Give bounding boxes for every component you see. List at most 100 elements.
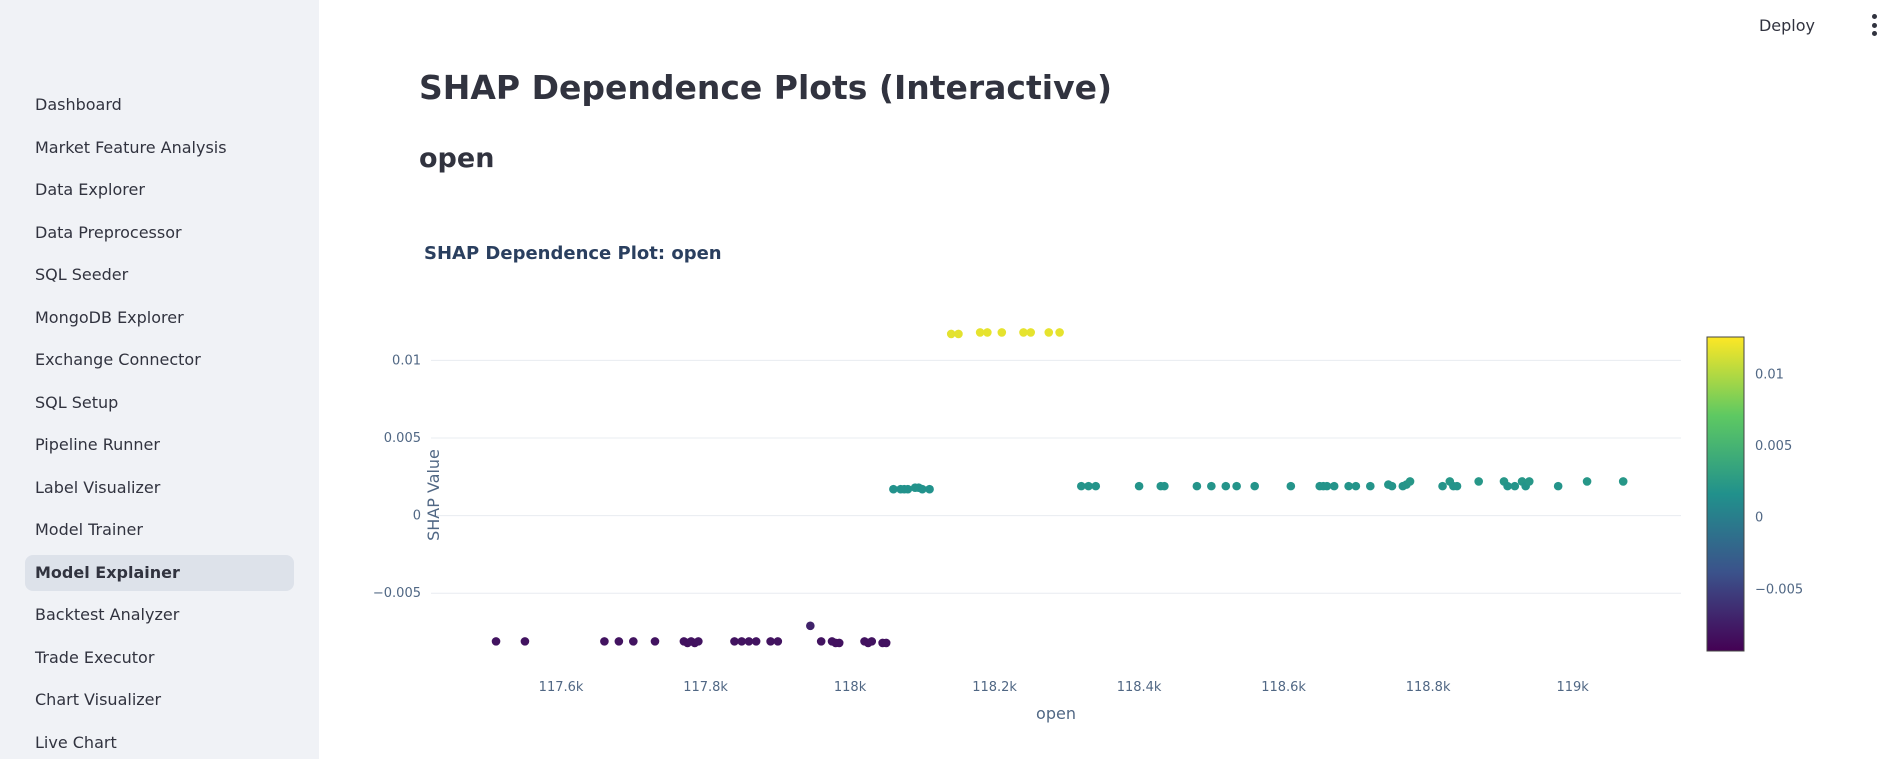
sidebar-item-model-explainer[interactable]: Model Explainer bbox=[25, 554, 294, 591]
scatter-point[interactable] bbox=[766, 637, 775, 646]
scatter-point[interactable] bbox=[1387, 481, 1397, 491]
y-tick-label: 0 bbox=[413, 509, 421, 524]
scatter-point[interactable] bbox=[946, 329, 956, 339]
scatter-point[interactable] bbox=[1503, 481, 1512, 491]
scatter-point[interactable] bbox=[1084, 481, 1093, 491]
y-tick-label: 0.005 bbox=[384, 431, 421, 446]
scatter-point[interactable] bbox=[1055, 328, 1064, 337]
x-tick-label: 118.8k bbox=[1406, 680, 1451, 695]
sidebar-item-backtest-analyzer[interactable]: Backtest Analyzer bbox=[35, 605, 180, 624]
x-axis-title: open bbox=[1036, 704, 1076, 723]
scatter-point[interactable] bbox=[1582, 477, 1592, 486]
sidebar-item-data-preprocessor[interactable]: Data Preprocessor bbox=[35, 222, 182, 242]
page-title: SHAP Dependence Plots (Interactive) bbox=[419, 68, 1113, 107]
scatter-point[interactable] bbox=[1019, 328, 1028, 337]
sidebar-item-dashboard[interactable]: Dashboard bbox=[35, 95, 122, 114]
sidebar-item-model-trainer[interactable]: Model Trainer bbox=[35, 520, 143, 539]
scatter-point[interactable] bbox=[983, 328, 992, 337]
x-tick-label: 119k bbox=[1556, 680, 1589, 695]
scatter-point[interactable] bbox=[1286, 481, 1296, 491]
scatter-point[interactable] bbox=[867, 637, 877, 646]
scatter-point[interactable] bbox=[650, 637, 660, 646]
sidebar-item-sql-setup[interactable]: SQL Setup bbox=[35, 392, 119, 412]
scatter-point[interactable] bbox=[600, 637, 609, 646]
scatter-point[interactable] bbox=[520, 637, 530, 646]
sidebar-item-mongodb-explorer[interactable]: MongoDB Explorer bbox=[35, 307, 184, 327]
y-tick-label: 0.01 bbox=[392, 353, 421, 368]
colorbar-tick-label: 0.01 bbox=[1755, 367, 1784, 382]
scatter-point[interactable] bbox=[773, 637, 783, 646]
x-tick-label: 117.6k bbox=[539, 680, 584, 695]
kebab-menu-icon[interactable] bbox=[1863, 12, 1885, 38]
scatter-point[interactable] bbox=[1438, 481, 1447, 491]
chart-title: SHAP Dependence Plot: open bbox=[424, 243, 722, 264]
scatter-point[interactable] bbox=[1232, 481, 1241, 491]
scatter-point[interactable] bbox=[1322, 481, 1332, 491]
scatter-point[interactable] bbox=[1329, 481, 1339, 491]
deploy-button[interactable]: Deploy bbox=[1758, 16, 1815, 35]
scatter-point[interactable] bbox=[1160, 481, 1169, 491]
x-tick-label: 118k bbox=[834, 680, 867, 695]
scatter-point[interactable] bbox=[694, 637, 703, 646]
scatter-point[interactable] bbox=[1366, 481, 1375, 491]
scatter-point[interactable] bbox=[1452, 481, 1462, 491]
scatter-point[interactable] bbox=[925, 484, 934, 494]
sidebar-item-market-feature-analysis[interactable]: Market Feature Analysis bbox=[35, 137, 227, 157]
scatter-point[interactable] bbox=[1134, 481, 1144, 491]
scatter-point[interactable] bbox=[1618, 477, 1628, 486]
scatter-point[interactable] bbox=[806, 621, 815, 631]
sidebar-nav: Dashboard Market Feature Analysis Data Exp… bbox=[25, 87, 294, 767]
scatter-point[interactable] bbox=[744, 637, 754, 646]
scatter-point[interactable] bbox=[975, 328, 985, 337]
scatter-point[interactable] bbox=[1221, 481, 1231, 491]
scatter-point[interactable] bbox=[730, 637, 739, 646]
scatter-point[interactable] bbox=[614, 637, 624, 646]
scatter-point[interactable] bbox=[1344, 481, 1353, 491]
main-content: Deploy SHAP Dependence Plots (Interactiv… bbox=[319, 0, 1899, 759]
sidebar-item-chart-visualizer[interactable]: Chart Visualizer bbox=[35, 690, 162, 709]
scatter-point[interactable] bbox=[1044, 328, 1054, 337]
colorbar bbox=[1706, 336, 1745, 652]
scatter-point[interactable] bbox=[1091, 481, 1101, 491]
scatter-point[interactable] bbox=[1250, 481, 1259, 491]
shap-dependence-chart[interactable]: −0.005 0 0.005 0.01 117.6k 117.8k 118k 118.2k 11… bbox=[319, 0, 1899, 759]
scatter-point[interactable] bbox=[1207, 481, 1216, 491]
colorbar-tick-label: −0.005 bbox=[1755, 582, 1803, 597]
scatter-point[interactable] bbox=[1076, 481, 1086, 491]
sidebar-item-data-explorer[interactable]: Data Explorer bbox=[35, 180, 145, 199]
scatter-point[interactable] bbox=[629, 637, 638, 646]
sidebar-item-label-visualizer[interactable]: Label Visualizer bbox=[35, 477, 161, 497]
y-tick-label: −0.005 bbox=[373, 586, 421, 601]
x-tick-label: 118.4k bbox=[1117, 680, 1162, 695]
scatter-point[interactable] bbox=[903, 484, 913, 494]
scatter-point[interactable] bbox=[889, 484, 898, 494]
scatter-point[interactable] bbox=[881, 638, 891, 648]
colorbar-tick-label: 0 bbox=[1755, 511, 1763, 526]
x-tick-label: 118.2k bbox=[972, 680, 1017, 695]
colorbar-tick-label: 0.005 bbox=[1755, 439, 1792, 454]
scatter-point[interactable] bbox=[1474, 477, 1483, 486]
scatter-point[interactable] bbox=[1351, 481, 1361, 491]
section-title: open bbox=[419, 143, 495, 174]
scatter-point[interactable] bbox=[1510, 481, 1520, 491]
sidebar-item-exchange-connector[interactable]: Exchange Connector bbox=[35, 350, 201, 369]
scatter-point[interactable] bbox=[1553, 481, 1563, 491]
scatter-point[interactable] bbox=[1405, 477, 1415, 486]
scatter-point[interactable] bbox=[737, 637, 746, 646]
sidebar-item-sql-seeder[interactable]: SQL Seeder bbox=[35, 265, 129, 284]
scatter-point[interactable] bbox=[816, 637, 826, 646]
sidebar-item-live-chart[interactable]: Live Chart bbox=[35, 732, 117, 752]
sidebar-item-pipeline-runner[interactable]: Pipeline Runner bbox=[35, 435, 160, 454]
scatter-point[interactable] bbox=[751, 637, 761, 646]
scatter-point[interactable] bbox=[954, 329, 963, 339]
scatter-point[interactable] bbox=[491, 637, 501, 646]
x-tick-label: 118.6k bbox=[1261, 680, 1306, 695]
sidebar-item-trade-executor[interactable]: Trade Executor bbox=[35, 647, 155, 667]
scatter-point[interactable] bbox=[834, 638, 844, 648]
scatter-point[interactable] bbox=[1192, 481, 1202, 491]
scatter-point[interactable] bbox=[1524, 477, 1534, 486]
scatter-point[interactable] bbox=[997, 328, 1007, 337]
scatter-point[interactable] bbox=[918, 484, 927, 494]
sidebar: Dashboard Market Feature Analysis Data Exp… bbox=[0, 0, 319, 759]
scatter-point[interactable] bbox=[1026, 328, 1036, 337]
